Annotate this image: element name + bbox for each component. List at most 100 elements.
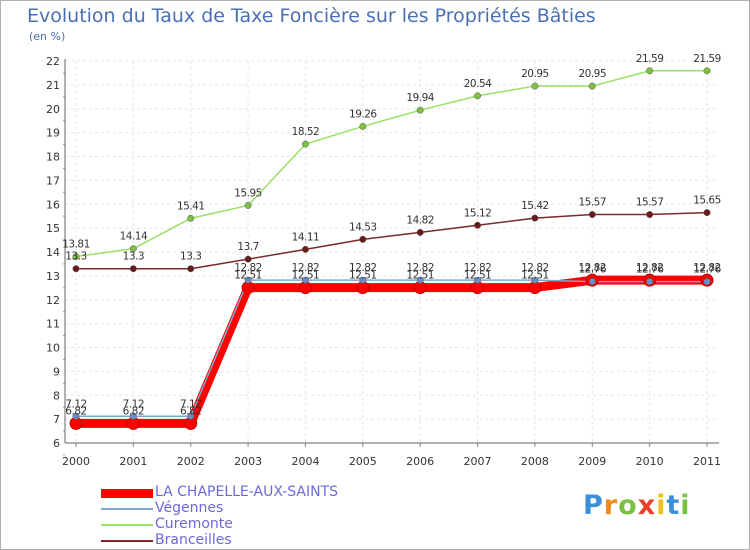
data-label-0: 6.82 <box>123 405 144 417</box>
data-label-3: 14.53 <box>349 221 377 233</box>
y-tick-label: 8 <box>53 389 60 402</box>
data-point-3 <box>244 255 252 263</box>
data-label-3: 15.57 <box>636 197 664 209</box>
data-label-2: 19.94 <box>406 92 434 104</box>
legend-label-0: LA CHAPELLE-AUX-SAINTS <box>155 484 339 500</box>
data-label-1: 7.12 <box>180 398 201 410</box>
y-tick-label: 6 <box>53 437 60 450</box>
y-tick-label: 7 <box>53 413 60 426</box>
logo-letter: o <box>618 490 638 521</box>
data-label-0: 12.51 <box>234 270 262 282</box>
data-point-1 <box>72 412 80 420</box>
logo-letter: P <box>583 490 604 521</box>
data-point-1 <box>531 276 539 284</box>
data-label-1: 12.82 <box>521 262 549 274</box>
x-tick-label: 2004 <box>291 455 319 468</box>
data-point-2 <box>187 214 195 222</box>
series-points <box>69 67 714 430</box>
logo-letter: r <box>603 490 619 521</box>
data-label-3: 15.42 <box>521 200 549 212</box>
data-point-1 <box>474 276 481 284</box>
data-label-3: 15.12 <box>464 207 492 219</box>
data-label-3: 13.3 <box>65 251 86 263</box>
data-point-2 <box>474 92 481 100</box>
data-point-1 <box>359 276 367 284</box>
legend-label-1: Végennes <box>155 500 224 516</box>
legend-label-2: Curemonte <box>155 516 233 532</box>
y-tick-label: 9 <box>53 365 60 378</box>
data-label-1: 12.82 <box>349 262 377 274</box>
data-label-1: 12.82 <box>234 262 262 274</box>
data-point-3 <box>703 209 711 217</box>
data-label-0: 12.51 <box>349 270 377 282</box>
data-label-3: 13.3 <box>180 251 201 263</box>
series-line-0 <box>71 275 712 428</box>
data-label-0: 6.82 <box>180 405 201 417</box>
data-label-3: 15.65 <box>693 195 721 207</box>
y-tick-label: 19 <box>46 127 60 140</box>
data-label-1: 7.12 <box>65 398 86 410</box>
data-point-3 <box>187 265 195 273</box>
y-tick-label: 21 <box>46 79 60 92</box>
data-point-2 <box>244 201 252 209</box>
data-point-2 <box>416 106 424 114</box>
x-tick-label: 2000 <box>62 455 90 468</box>
x-tick-label: 2009 <box>578 455 606 468</box>
grid-layer <box>65 60 719 444</box>
x-tick-label: 2003 <box>234 455 262 468</box>
data-label-2: 20.95 <box>578 68 606 80</box>
data-point-1 <box>703 278 711 286</box>
data-label-3: 14.82 <box>406 214 434 226</box>
data-label-1: 12.76 <box>578 264 606 276</box>
data-label-0: 12.82 <box>636 262 664 274</box>
x-tick-label: 2007 <box>464 455 492 468</box>
data-point-3 <box>302 245 309 253</box>
x-tick-label: 2006 <box>406 455 434 468</box>
data-point-2 <box>302 140 309 148</box>
y-tick-label: 17 <box>46 174 60 187</box>
y-tick-label: 12 <box>46 294 60 307</box>
x-tick-label: 2010 <box>636 455 664 468</box>
chart-unit: (en %) <box>29 30 66 43</box>
legend-label-3: Branceilles <box>155 532 232 548</box>
data-label-1: 7.12 <box>123 398 144 410</box>
y-tick-label: 14 <box>46 246 60 259</box>
data-label-3: 13.7 <box>237 241 258 253</box>
data-point-1 <box>646 278 654 286</box>
data-label-2: 21.59 <box>693 53 721 65</box>
data-label-2: 21.59 <box>636 53 664 65</box>
data-label-0: 12.51 <box>521 270 549 282</box>
x-tick-label: 2008 <box>521 455 549 468</box>
legend-swatch-1 <box>101 508 153 510</box>
data-point-3 <box>531 214 539 222</box>
data-label-2: 20.95 <box>521 68 549 80</box>
data-point-3 <box>474 221 481 229</box>
data-label-1: 12.82 <box>464 262 492 274</box>
data-point-3 <box>129 265 137 273</box>
data-point-2 <box>129 245 137 253</box>
data-label-0: 12.51 <box>406 270 434 282</box>
logo-letter: t <box>666 490 681 521</box>
data-point-1 <box>244 276 252 284</box>
data-point-1 <box>416 276 424 284</box>
series-lines <box>71 70 712 428</box>
data-point-2 <box>359 122 367 130</box>
axes-layer: 6 7 8 9 10 11 12 13 14 15 16 17 18 19 20 21 22 2000 2001 20… <box>46 55 721 468</box>
data-label-0: 12.51 <box>464 270 492 282</box>
data-label-1: 12.82 <box>406 262 434 274</box>
data-label-3: 15.57 <box>578 197 606 209</box>
legend-swatch-3 <box>101 540 153 542</box>
data-point-1 <box>588 278 596 286</box>
data-label-1: 12.76 <box>636 264 664 276</box>
data-label-1: 12.82 <box>292 262 320 274</box>
series-line-3 <box>75 211 708 270</box>
data-point-3 <box>359 235 367 243</box>
y-tick-label: 18 <box>46 151 60 164</box>
data-label-0: 6.82 <box>65 405 86 417</box>
data-point-3 <box>72 265 80 273</box>
data-label-3: 14.11 <box>292 231 320 243</box>
data-label-2: 18.52 <box>292 126 320 138</box>
